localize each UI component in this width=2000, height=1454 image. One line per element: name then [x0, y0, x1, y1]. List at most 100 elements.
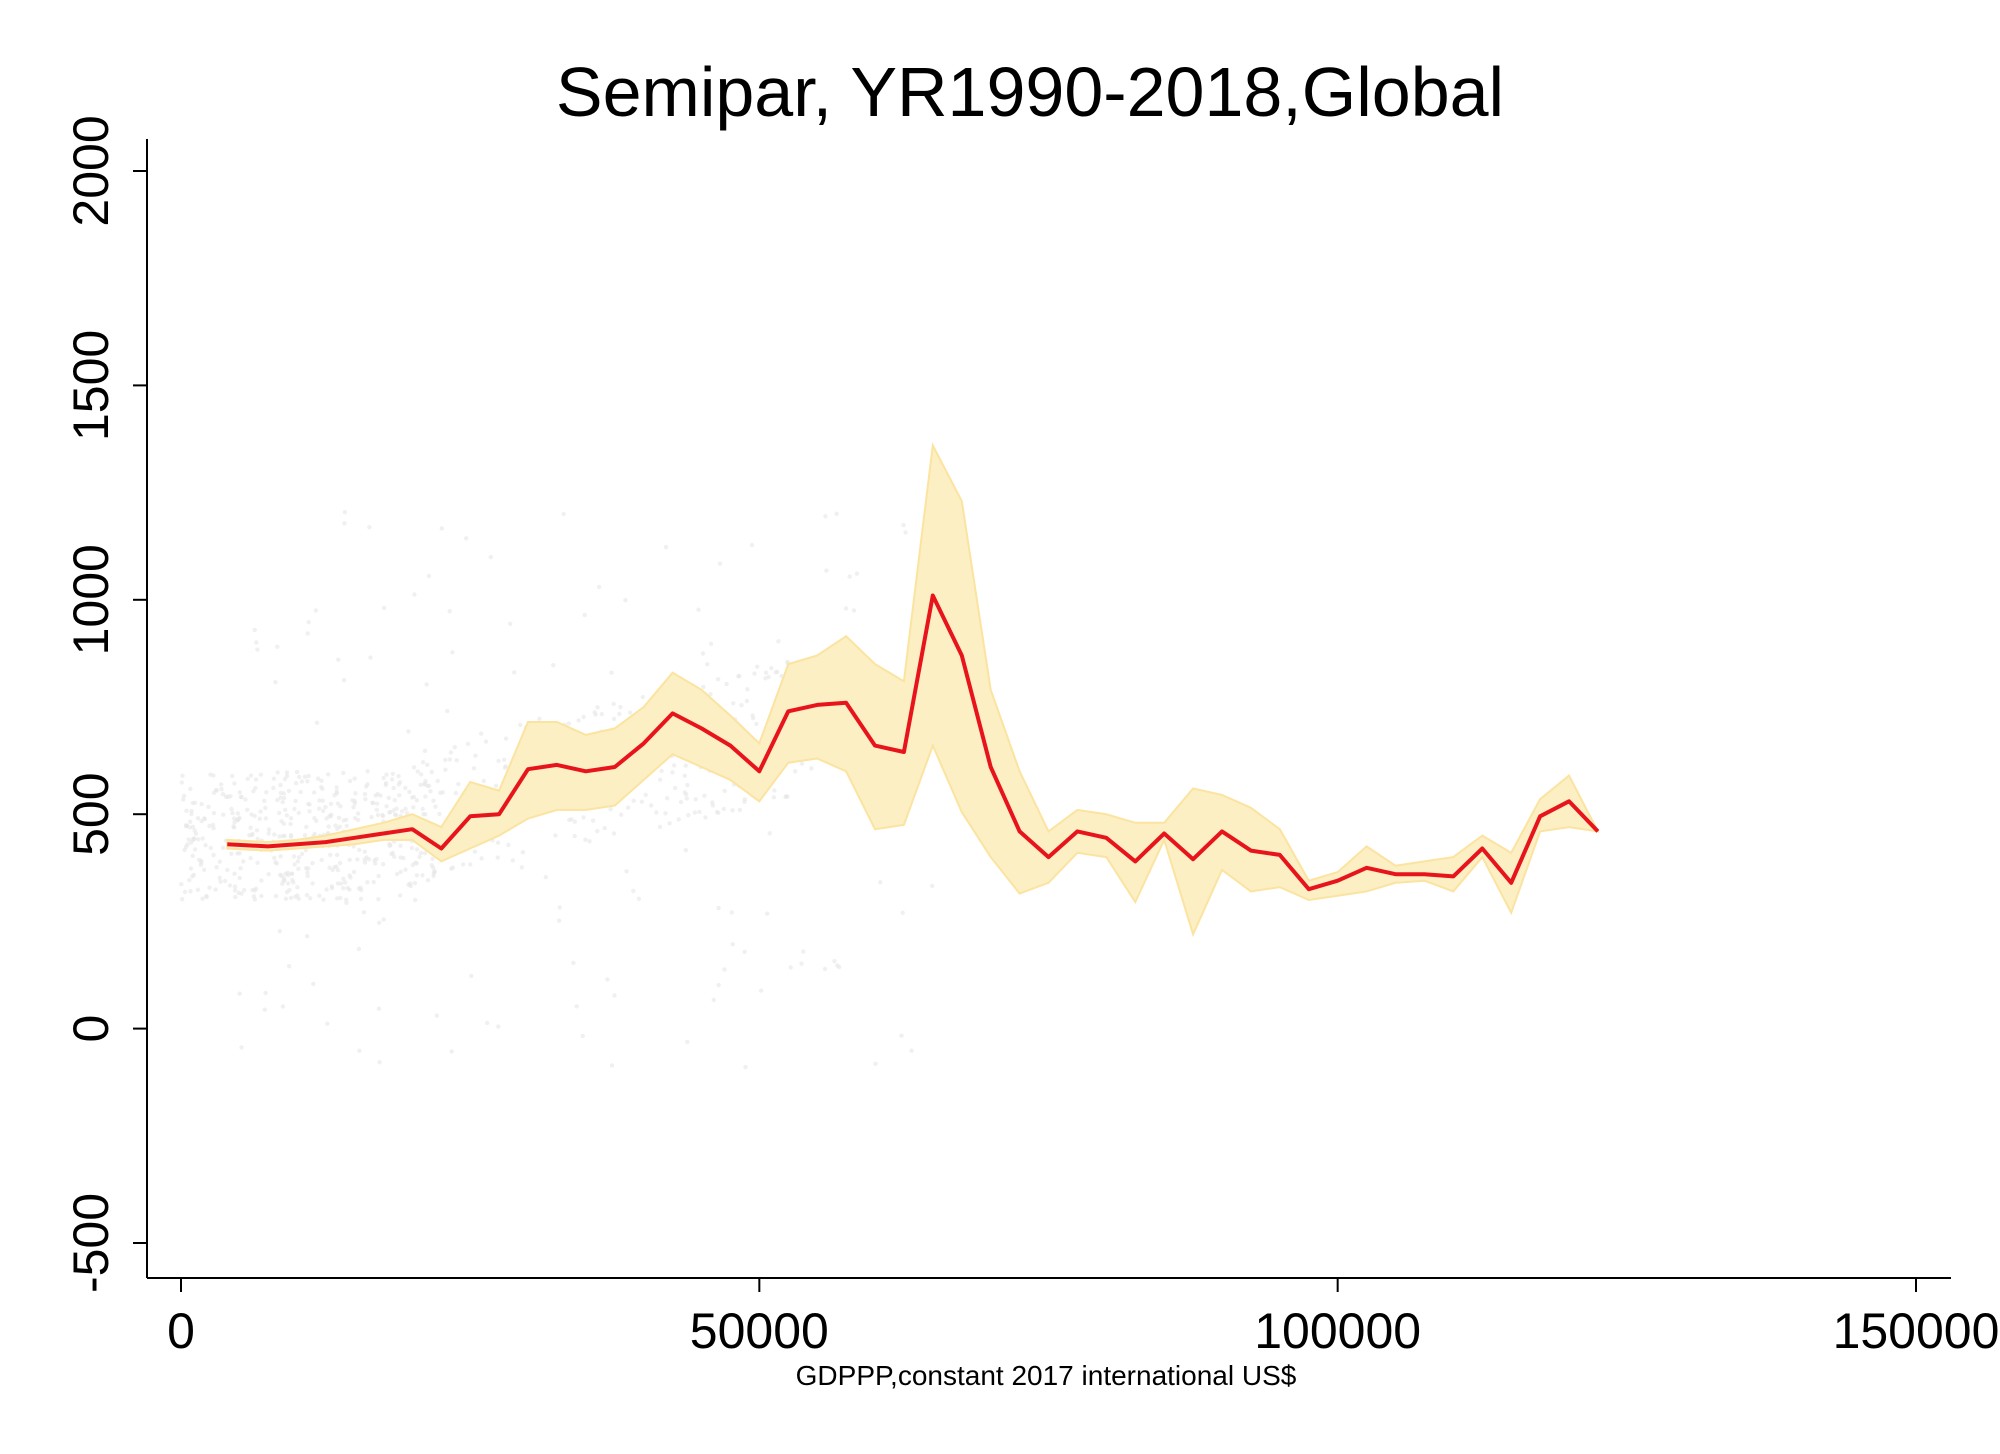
scatter-point	[229, 851, 234, 856]
scatter-point	[188, 819, 193, 824]
scatter-point	[496, 758, 501, 764]
scatter-point	[399, 809, 405, 814]
scatter-point	[192, 800, 198, 805]
scatter-point	[328, 801, 334, 807]
scatter-point	[692, 810, 698, 815]
scatter-point	[347, 857, 352, 862]
scatter-point	[284, 770, 290, 775]
scatter-point	[179, 882, 184, 887]
scatter-point	[344, 897, 349, 902]
scatter-point	[278, 854, 283, 859]
scatter-point	[337, 860, 343, 866]
scatter-point	[423, 794, 428, 799]
scatter-point	[659, 768, 664, 774]
scatter-point	[195, 887, 201, 892]
scatter-point	[303, 866, 309, 871]
scatter-point	[196, 837, 201, 842]
scatter-point	[336, 815, 342, 820]
scatter-point	[412, 880, 418, 886]
scatter-point	[327, 814, 332, 819]
scatter-point	[341, 678, 347, 683]
scatter-point	[742, 949, 747, 954]
scatter-point	[273, 680, 278, 685]
scatter-point	[211, 810, 217, 816]
scatter-point	[793, 769, 798, 774]
scatter-point	[264, 790, 269, 795]
scatter-point	[631, 798, 636, 803]
scatter-point	[328, 852, 333, 858]
scatter-point	[415, 769, 420, 774]
scatter-point	[721, 806, 726, 812]
scatter-point	[479, 856, 484, 861]
scatter-point	[188, 786, 193, 792]
scatter-point	[266, 872, 271, 877]
scatter-point	[362, 849, 367, 854]
scatter-point	[730, 942, 735, 947]
scatter-point	[581, 815, 586, 820]
scatter-point	[618, 704, 623, 710]
scatter-point	[406, 729, 411, 734]
scatter-point	[683, 848, 688, 853]
scatter-point	[230, 810, 235, 816]
scatter-point	[903, 530, 908, 535]
scatter-point	[312, 790, 317, 795]
scatter-point	[232, 888, 238, 893]
scatter-point	[303, 848, 308, 853]
scatter-point	[481, 778, 486, 784]
scatter-point	[338, 804, 343, 809]
scatter-point	[273, 860, 278, 865]
scatter-point	[551, 663, 556, 668]
scatter-point	[243, 797, 248, 802]
scatter-point	[188, 889, 193, 894]
scatter-point	[288, 895, 294, 901]
scatter-point	[767, 831, 772, 836]
scatter-point	[211, 826, 216, 831]
scatter-point	[396, 774, 401, 779]
scatter-point	[460, 862, 466, 867]
scatter-point	[319, 778, 324, 783]
scatter-point	[263, 805, 268, 811]
scatter-point	[355, 857, 360, 862]
scatter-point	[199, 801, 204, 807]
scatter-point	[605, 977, 610, 982]
scatter-point	[392, 812, 398, 817]
scatter-point	[305, 631, 310, 636]
scatter-point	[336, 657, 341, 662]
scatter-point	[200, 836, 205, 841]
scatter-point	[255, 860, 260, 865]
scatter-point	[755, 664, 760, 669]
scatter-point	[611, 716, 617, 722]
scatter-point	[252, 813, 257, 819]
scatter-point	[184, 824, 189, 829]
scatter-point	[344, 900, 349, 906]
scatter-point	[823, 514, 828, 519]
scatter-point	[220, 845, 226, 850]
scatter-point	[824, 568, 829, 573]
scatter-point	[714, 809, 720, 815]
scatter-point	[299, 779, 305, 784]
scatter-point	[273, 893, 279, 899]
scatter-point	[271, 785, 276, 791]
scatter-point	[296, 855, 302, 860]
scatter-point	[263, 990, 268, 996]
scatter-point	[348, 875, 353, 880]
scatter-point	[371, 879, 376, 885]
scatter-point	[254, 640, 259, 645]
scatter-point	[772, 788, 777, 793]
scatter-point	[608, 806, 613, 812]
scatter-point	[375, 812, 381, 818]
scatter-point	[278, 795, 283, 800]
scatter-point	[237, 815, 242, 821]
scatter-point	[310, 860, 315, 866]
scatter-point	[654, 810, 659, 815]
scatter-point	[410, 862, 416, 868]
scatter-point	[619, 812, 624, 817]
scatter-point	[571, 960, 576, 966]
scatter-point	[557, 905, 562, 910]
scatter-point	[210, 822, 216, 828]
scatter-point	[365, 769, 370, 774]
scatter-point	[281, 791, 286, 796]
scatter-point	[286, 881, 291, 886]
scatter-point	[708, 692, 713, 697]
fit-line	[227, 593, 1600, 892]
